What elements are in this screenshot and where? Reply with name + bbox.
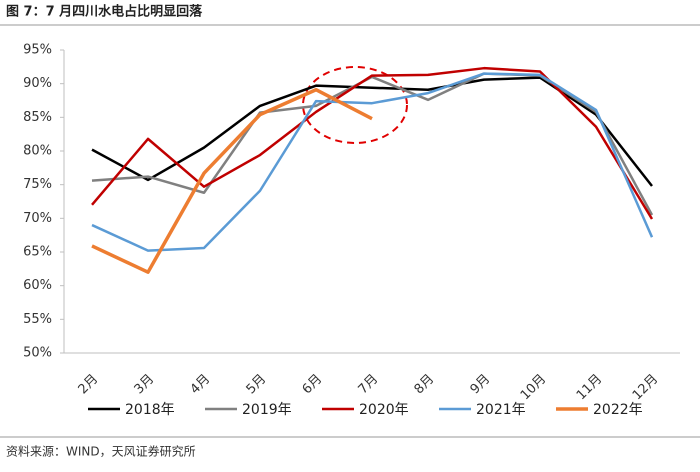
legend-label: 2020年 <box>359 402 409 418</box>
y-tick-label: 55% <box>23 312 52 327</box>
series-line <box>91 66 654 220</box>
series-line <box>91 87 373 274</box>
x-tick-label: 11月 <box>574 372 605 403</box>
legend-label: 2019年 <box>242 402 292 418</box>
x-tick-label: 2月 <box>76 372 102 398</box>
x-tick-label: 3月 <box>132 372 158 398</box>
y-tick-label: 85% <box>23 110 52 125</box>
x-tick-label: 7月 <box>356 372 382 398</box>
x-tick-label: 8月 <box>412 372 438 398</box>
y-tick-label: 60% <box>23 278 52 293</box>
highlight-ellipse <box>302 66 408 144</box>
y-tick-label: 65% <box>23 245 52 260</box>
y-tick-label: 80% <box>23 144 52 159</box>
series-line <box>91 72 654 252</box>
x-tick-label: 4月 <box>188 372 214 398</box>
x-tick-label: 10月 <box>518 372 549 403</box>
legend-label: 2022年 <box>593 402 643 418</box>
x-tick-label: 6月 <box>300 372 326 398</box>
x-tick-label: 12月 <box>630 372 661 403</box>
y-tick-label: 50% <box>23 346 52 361</box>
x-tick-label: 5月 <box>244 372 270 398</box>
y-tick-label: 95% <box>23 43 52 58</box>
chart-title: 图 7：7 月四川水电占比明显回落 <box>6 4 203 20</box>
y-tick-label: 75% <box>23 177 52 192</box>
y-tick-label: 70% <box>23 211 52 226</box>
y-tick-label: 90% <box>23 76 52 91</box>
x-tick-label: 9月 <box>468 372 494 398</box>
legend-label: 2021年 <box>476 402 526 418</box>
source: 资料来源：WIND，天风证券研究所 <box>6 444 196 459</box>
legend-label: 2018年 <box>125 402 175 418</box>
series-line <box>91 72 654 216</box>
